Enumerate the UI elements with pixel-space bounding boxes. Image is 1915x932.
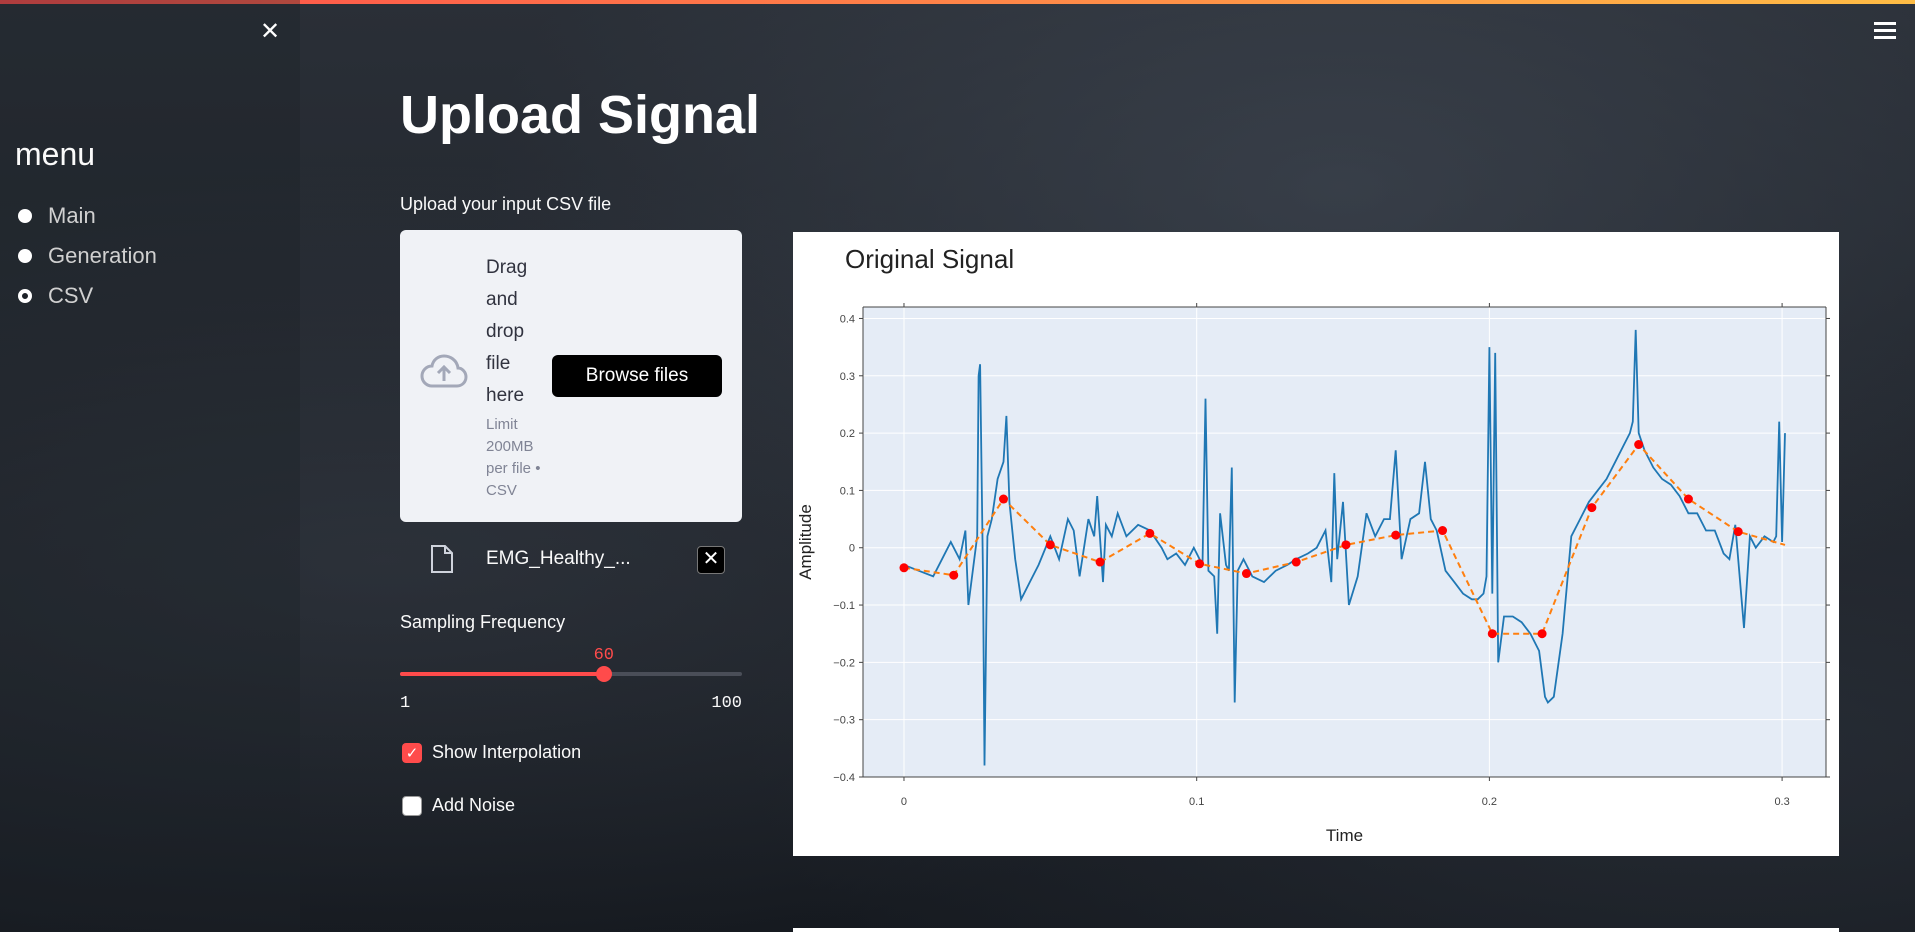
browse-files-button[interactable]: Browse files xyxy=(552,355,722,397)
sidebar-item-label: CSV xyxy=(48,283,94,308)
x-tick-label: 0.1 xyxy=(1189,796,1204,808)
sidebar-item-label: Generation xyxy=(48,243,157,268)
y-tick-label: 0.1 xyxy=(840,485,855,497)
dropzone-limit-text: Limit 200MB per file • CSV xyxy=(486,416,541,499)
second-chart-edge xyxy=(793,928,1839,932)
upload-label: Upload your input CSV file xyxy=(400,194,612,214)
sample-point xyxy=(1095,557,1105,567)
sample-point xyxy=(1291,557,1301,567)
remove-file-icon[interactable]: ✕ xyxy=(697,546,725,574)
radio-button-selected[interactable] xyxy=(18,289,32,303)
sample-point xyxy=(1487,629,1497,639)
y-axis-title: Amplitude xyxy=(796,504,815,580)
sample-point xyxy=(1341,540,1351,550)
file-icon xyxy=(431,545,453,573)
sample-point xyxy=(1537,629,1547,639)
sidebar-item-csv[interactable]: CSV xyxy=(18,276,157,316)
sample-point xyxy=(1733,527,1743,537)
sidebar: ✕ menu Main Generation CSV xyxy=(0,0,300,932)
chart-svg[interactable]: −0.4 −0.3 −0.2 −0.1 0 0.1 0.2 0.3 0.4 0 0.1 0.2 0.3 O… xyxy=(793,232,1839,856)
slider-max-label: 100 xyxy=(711,694,742,713)
x-axis-title: Time xyxy=(1326,826,1363,845)
sample-point xyxy=(1587,503,1597,513)
x-tick-label: 0.2 xyxy=(1482,796,1497,808)
sidebar-radio-group: Main Generation CSV xyxy=(18,196,157,316)
y-tick-label: 0 xyxy=(849,543,855,555)
y-tick-label: 0.4 xyxy=(840,313,855,325)
y-tick-label: −0.4 xyxy=(833,772,855,784)
sample-point xyxy=(1634,440,1644,450)
uploaded-file-name: EMG_Healthy_... xyxy=(486,548,631,569)
checkbox-label: Add Noise xyxy=(432,795,516,815)
sample-point xyxy=(899,563,909,573)
sample-point xyxy=(1438,526,1448,536)
slider-thumb[interactable] xyxy=(595,666,612,682)
hamburger-menu-icon[interactable] xyxy=(1874,22,1896,40)
y-tick-label: 0.2 xyxy=(840,428,855,440)
sidebar-title: menu xyxy=(15,136,96,172)
original-signal-chart[interactable]: −0.4 −0.3 −0.2 −0.1 0 0.1 0.2 0.3 0.4 0 0.1 0.2 0.3 O… xyxy=(793,232,1839,856)
sample-point xyxy=(1683,494,1693,504)
top-decoration-bar xyxy=(0,0,1915,4)
sidebar-item-generation[interactable]: Generation xyxy=(18,236,157,276)
checkbox-checked-icon[interactable]: ✓ xyxy=(402,742,422,763)
sidebar-item-label: Main xyxy=(48,203,96,228)
x-tick-label: 0.3 xyxy=(1774,796,1789,808)
sidebar-item-main[interactable]: Main xyxy=(18,196,157,236)
radio-button[interactable] xyxy=(18,249,32,263)
slider-track[interactable] xyxy=(400,666,742,682)
checkbox-label: Show Interpolation xyxy=(432,742,582,762)
sample-point xyxy=(998,494,1008,504)
chart-title: Original Signal xyxy=(845,244,1014,274)
sample-point xyxy=(1145,528,1155,538)
sampling-frequency-slider[interactable]: 60 1 100 xyxy=(400,646,742,713)
uploaded-file-row: EMG_Healthy_... ✕ xyxy=(400,534,742,584)
close-sidebar-icon[interactable]: ✕ xyxy=(259,18,281,45)
y-tick-label: −0.3 xyxy=(833,715,855,727)
sample-point xyxy=(949,570,959,580)
sample-point xyxy=(1241,569,1251,579)
dropzone-instructions: Drag and drop file here xyxy=(486,257,528,406)
file-dropzone[interactable]: Drag and drop file here Limit 200MB per … xyxy=(400,230,742,522)
show-interpolation-checkbox[interactable]: ✓ Show Interpolation xyxy=(402,742,581,763)
sample-point xyxy=(1391,530,1401,540)
add-noise-checkbox[interactable]: Add Noise xyxy=(402,795,515,816)
sample-point xyxy=(1045,540,1055,550)
y-tick-label: 0.3 xyxy=(840,371,855,383)
slider-min-label: 1 xyxy=(400,694,411,713)
sampling-frequency-label: Sampling Frequency xyxy=(400,612,566,632)
x-tick-label: 0 xyxy=(901,796,907,808)
radio-button[interactable] xyxy=(18,209,32,223)
checkbox-unchecked-icon[interactable] xyxy=(402,795,422,816)
sample-point xyxy=(1195,559,1205,569)
signal-line xyxy=(903,329,1786,766)
page-title: Upload Signal xyxy=(400,85,761,145)
y-tick-label: −0.2 xyxy=(833,657,855,669)
y-tick-label: −0.1 xyxy=(833,600,855,612)
slider-fill xyxy=(400,672,604,676)
cloud-upload-icon xyxy=(420,354,468,388)
slider-current-value: 60 xyxy=(593,646,615,665)
